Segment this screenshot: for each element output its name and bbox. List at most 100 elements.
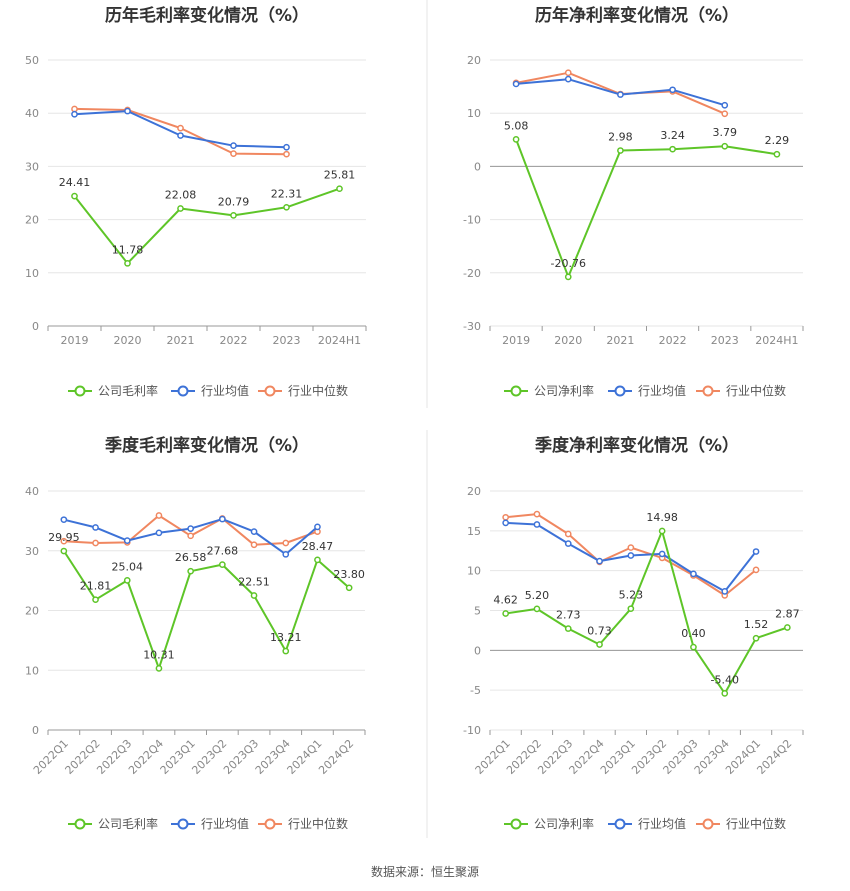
data-label: -5.40 (711, 673, 739, 686)
legend-item[interactable]: 行业均值 (171, 816, 249, 831)
y-tick-label: 10 (25, 664, 39, 677)
x-tick-label: 2024Q2 (316, 737, 356, 777)
series-1 (502, 519, 760, 595)
series-line (74, 107, 287, 156)
data-point (60, 537, 68, 545)
data-point (658, 527, 666, 535)
data-label: 2.73 (556, 609, 581, 622)
data-label: 0.40 (681, 627, 706, 640)
legend-label: 行业均值 (638, 816, 686, 831)
legend-item[interactable]: 行业均值 (608, 383, 686, 398)
series-line (63, 550, 350, 670)
data-label: 2.98 (608, 131, 633, 144)
data-point (617, 91, 624, 98)
data-label: 5.20 (525, 589, 550, 602)
y-tick-label: 30 (25, 160, 39, 173)
series-2 (71, 105, 290, 158)
legend-label: 公司净利率 (534, 383, 594, 398)
legend-item[interactable]: 行业中位数 (696, 383, 786, 398)
legend-item[interactable]: 公司毛利率 (68, 816, 158, 831)
data-point (502, 513, 509, 521)
data-point (187, 525, 194, 532)
data-label: 24.41 (59, 176, 91, 189)
data-point (564, 540, 572, 547)
data-point (721, 690, 729, 697)
data-label: 2.87 (775, 607, 800, 620)
x-tick-label: 2023 (711, 334, 739, 347)
x-tick-label: 2022 (659, 334, 687, 347)
data-point (345, 584, 353, 592)
data-point (92, 596, 99, 604)
chart-panel-1: 历年毛利率变化情况（%） 0 10 20 30 40 50 2019 2020 2021 2022 2… (25, 5, 367, 398)
data-point (230, 142, 237, 150)
data-point (617, 147, 624, 154)
legend-marker (614, 385, 626, 397)
y-tick-label: 40 (25, 485, 39, 498)
legend-marker (177, 818, 189, 830)
legend-item[interactable]: 行业均值 (171, 383, 249, 398)
y-tick-label: -5 (470, 684, 481, 697)
data-point (250, 541, 258, 549)
data-label: 28.47 (302, 540, 334, 553)
legend-item[interactable]: 行业中位数 (696, 816, 786, 831)
legend-label: 行业均值 (638, 383, 686, 398)
legend-item[interactable]: 公司净利率 (504, 383, 594, 398)
legend-label: 行业中位数 (288, 383, 348, 398)
data-label: 22.31 (271, 187, 303, 200)
legend-marker (510, 385, 522, 397)
data-point (314, 523, 321, 531)
data-point (283, 143, 290, 151)
legend-item[interactable]: 行业均值 (608, 816, 686, 831)
data-point (533, 510, 541, 518)
data-point (250, 528, 258, 535)
data-point (71, 110, 78, 118)
series-2 (60, 512, 321, 549)
data-label: -20.76 (551, 257, 586, 270)
data-point (282, 647, 290, 655)
y-tick-label: 20 (25, 605, 39, 618)
data-point (177, 205, 184, 212)
data-point (314, 556, 321, 564)
data-point (721, 142, 729, 150)
data-point (123, 537, 131, 544)
data-point (155, 665, 163, 672)
x-tick-label: 2020 (114, 334, 142, 347)
data-label: 21.81 (80, 580, 112, 593)
data-point (752, 634, 760, 642)
data-label: 4.62 (493, 594, 518, 607)
data-label: 3.79 (713, 126, 738, 139)
data-point (752, 548, 760, 555)
series-0: 5.08 -20.76 2.98 3.24 3.79 2.29 (504, 119, 789, 281)
y-tick-label: 10 (467, 107, 481, 120)
x-tick-label: 2023 (273, 334, 301, 347)
y-tick-label: 10 (467, 565, 481, 578)
legend-item[interactable]: 行业中位数 (258, 383, 348, 398)
x-tick-label: 2019 (61, 334, 89, 347)
series-1 (60, 515, 321, 558)
x-tick-label: 2024Q2 (754, 737, 794, 777)
data-point (564, 273, 572, 281)
x-tick-label: 2019 (502, 334, 530, 347)
legend-item[interactable]: 公司毛利率 (68, 383, 158, 398)
data-label: 10.31 (143, 648, 175, 661)
data-label: 13.21 (270, 631, 302, 644)
y-tick-label: 0 (474, 160, 481, 173)
legend-label: 行业均值 (201, 383, 249, 398)
y-tick-label: 20 (25, 214, 39, 227)
data-point (187, 567, 194, 575)
data-point (250, 592, 258, 599)
legend-label: 公司毛利率 (98, 383, 158, 398)
chart-panel-2: 历年净利率变化情况（%） -30 -20 -10 0 10 20 2019 2020 2021 20… (463, 5, 804, 398)
legend-marker (74, 385, 86, 397)
y-tick-label: 0 (474, 644, 481, 657)
legend-label: 行业均值 (201, 816, 249, 831)
data-label: 3.24 (660, 129, 685, 142)
x-tick-label: 2020 (554, 334, 582, 347)
data-point (177, 124, 184, 132)
legend-marker (702, 818, 714, 830)
legend-item[interactable]: 行业中位数 (258, 816, 348, 831)
data-point (627, 605, 635, 613)
legend-item[interactable]: 公司净利率 (504, 816, 594, 831)
data-label: 25.04 (112, 560, 144, 573)
